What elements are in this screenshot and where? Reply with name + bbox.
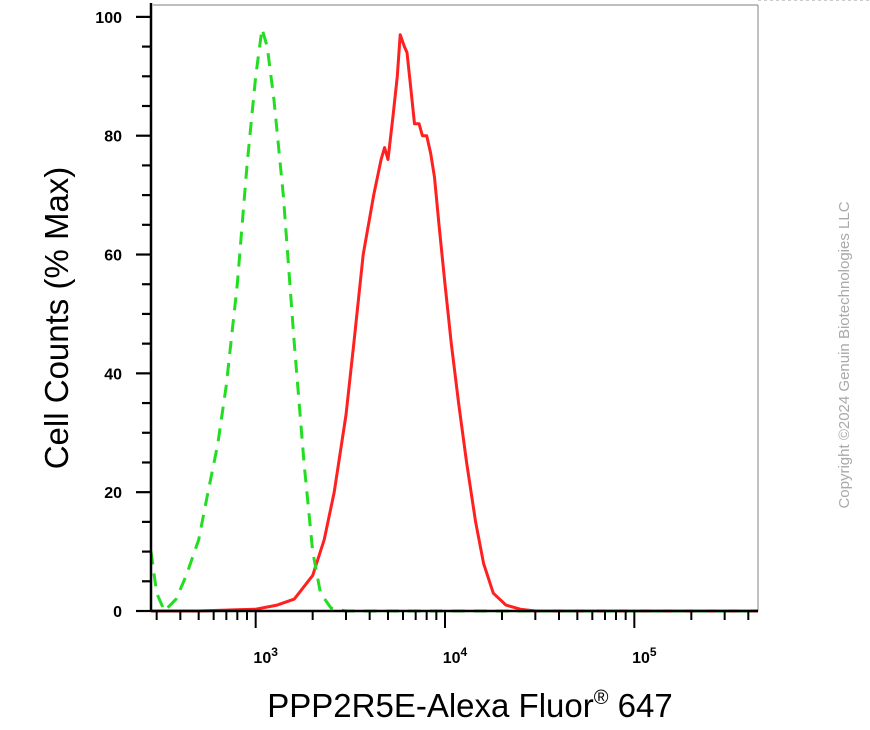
x-tick-label: 104 bbox=[443, 645, 468, 667]
x-ticks: 103 104 105 bbox=[155, 611, 750, 667]
y-tick-label: 20 bbox=[104, 485, 122, 502]
y-tick-label: 100 bbox=[95, 10, 122, 27]
x-axis-title-suffix: 647 bbox=[609, 687, 673, 724]
axes-layer bbox=[149, 3, 758, 613]
x-tick-label: 103 bbox=[253, 645, 278, 667]
y-tick-label: 60 bbox=[104, 248, 122, 265]
series-line-2 bbox=[149, 27, 758, 613]
x-axis-title-main: PPP2R5E-Alexa Fluor bbox=[267, 687, 593, 724]
y-ticks: 0 20 40 60 80 100 bbox=[95, 10, 151, 621]
x-axis-title: PPP2R5E-Alexa Fluor® 647 bbox=[267, 687, 672, 724]
y-tick-label: 80 bbox=[104, 129, 122, 146]
y-axis-title: Cell Counts (% Max) bbox=[38, 167, 75, 470]
x-tick-label: 105 bbox=[632, 645, 657, 667]
y-tick-label: 40 bbox=[104, 366, 122, 383]
x-axis-title-registered: ® bbox=[594, 687, 609, 709]
y-tick-label: 0 bbox=[113, 604, 122, 621]
copyright-watermark: Copyright ©2024 Genuin Biotechnologies L… bbox=[836, 201, 853, 508]
series-line-1 bbox=[151, 33, 758, 613]
series-layer bbox=[149, 27, 758, 613]
plot-area bbox=[153, 0, 870, 611]
